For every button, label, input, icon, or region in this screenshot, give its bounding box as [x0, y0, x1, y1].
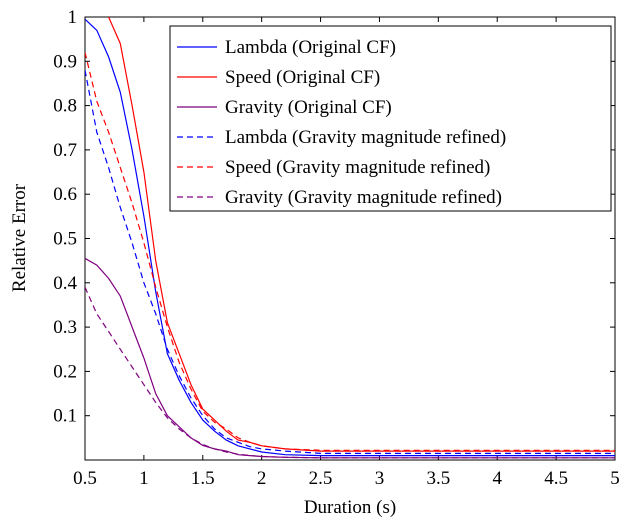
series-line-6 [85, 286, 615, 459]
legend-label: Gravity (Original CF) [225, 97, 392, 118]
y-tick-label: 0.3 [53, 317, 77, 338]
y-tick-label: 0.6 [53, 184, 77, 205]
y-tick-label: 0.7 [53, 140, 77, 161]
legend-label: Lambda (Original CF) [225, 37, 396, 58]
y-tick-label: 1 [68, 7, 78, 28]
axis-ticks: 0.5 1 1.5 2 2.5 3 3.5 4 4.5 5 0.1 0.2 0.3 0.4 0.5 0.6 0.… [53, 7, 620, 489]
x-tick-label: 1 [139, 468, 149, 489]
y-tick-label: 0.4 [53, 273, 77, 294]
x-tick-label: 5 [610, 468, 620, 489]
series-line-3 [85, 257, 615, 459]
y-tick-label: 0.1 [53, 406, 77, 427]
x-axis-title: Duration (s) [304, 497, 396, 518]
series-line-4 [85, 70, 615, 454]
y-tick-label: 0.5 [53, 229, 77, 250]
x-tick-label: 4 [492, 468, 502, 489]
x-tick-label: 1.5 [191, 468, 215, 489]
y-tick-label: 0.2 [53, 361, 77, 382]
series-line-1 [85, 18, 615, 457]
legend-label: Gravity (Gravity magnitude refined) [225, 187, 502, 208]
x-tick-label: 2 [257, 468, 267, 489]
legend-label: Lambda (Gravity magnitude refined) [225, 127, 506, 148]
y-tick-label: 0.8 [53, 96, 77, 117]
x-tick-label: 3 [375, 468, 385, 489]
series-line-2 [107, 17, 615, 452]
y-axis-title: Relative Error [9, 183, 30, 292]
x-tick-label: 0.5 [73, 468, 97, 489]
y-tick-label: 0.9 [53, 51, 77, 72]
x-tick-label: 2.5 [309, 468, 333, 489]
x-tick-label: 4.5 [544, 468, 568, 489]
legend-label: Speed (Original CF) [225, 67, 380, 88]
legend-box [169, 25, 612, 212]
series-line-5 [85, 52, 615, 451]
series-lines [85, 17, 615, 459]
legend-label: Speed (Gravity magnitude refined) [225, 157, 490, 178]
x-tick-label: 3.5 [426, 468, 450, 489]
legend: Lambda (Original CF) Speed (Original CF) G… [169, 25, 612, 212]
